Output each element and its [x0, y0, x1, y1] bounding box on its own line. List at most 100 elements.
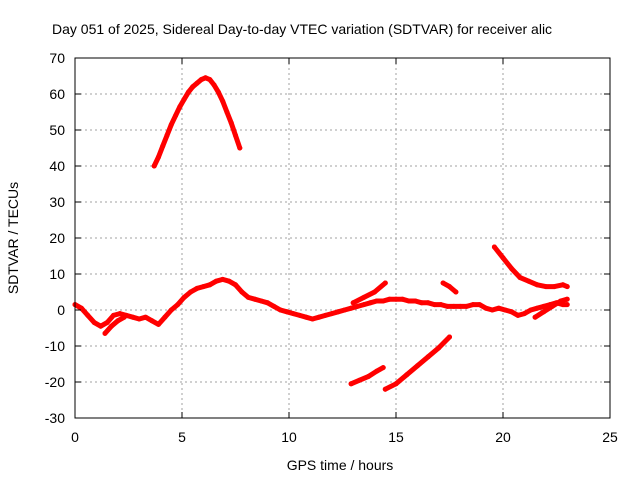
- data-point: [194, 285, 200, 291]
- grid: [75, 58, 610, 418]
- data-point: [265, 300, 271, 306]
- data-point: [303, 314, 309, 320]
- data-point: [162, 314, 168, 320]
- data-point: [207, 77, 213, 83]
- data-point: [560, 282, 566, 288]
- data-point: [438, 302, 444, 308]
- data-point: [444, 303, 450, 309]
- data-point: [374, 368, 380, 374]
- data-point: [453, 289, 459, 295]
- data-point: [185, 89, 191, 95]
- data-point: [226, 278, 232, 284]
- data-point: [500, 255, 506, 261]
- data-point: [329, 311, 335, 317]
- data-point: [111, 312, 116, 318]
- data-point: [190, 84, 196, 90]
- data-point: [207, 282, 213, 288]
- data-point: [348, 305, 354, 311]
- data-point: [78, 305, 84, 311]
- data-point: [102, 330, 108, 336]
- series-line-satellite-arc-small-left: [102, 314, 127, 336]
- data-point: [367, 300, 373, 306]
- data-point: [198, 77, 204, 83]
- data-point: [534, 282, 540, 288]
- data-point: [464, 303, 470, 309]
- data-point: [477, 302, 482, 308]
- data-point: [404, 372, 410, 378]
- data-point: [372, 289, 378, 295]
- y-tick-label: 50: [49, 122, 65, 138]
- data-point: [399, 296, 405, 302]
- data-point: [406, 298, 412, 304]
- data-point: [470, 302, 476, 308]
- data-point: [203, 75, 208, 81]
- data-point: [489, 307, 495, 313]
- data-point: [447, 334, 452, 340]
- data-point: [211, 82, 217, 88]
- data-point: [115, 318, 121, 324]
- data-point: [177, 104, 183, 110]
- data-point: [436, 345, 442, 351]
- data-point: [543, 284, 549, 290]
- data-point: [380, 365, 386, 371]
- data-point: [534, 305, 540, 311]
- data-point: [121, 314, 127, 320]
- data-point: [237, 145, 243, 151]
- data-point: [528, 307, 534, 313]
- data-point: [532, 314, 538, 320]
- data-point: [245, 294, 251, 300]
- data-point: [188, 289, 194, 295]
- data-point: [526, 278, 532, 284]
- data-point: [496, 305, 502, 311]
- data-point: [258, 298, 264, 304]
- data-point: [200, 284, 206, 290]
- data-point: [271, 303, 277, 309]
- y-tick-label: 10: [49, 266, 65, 282]
- data-point: [181, 96, 187, 102]
- data-point: [215, 89, 221, 95]
- data-point: [85, 312, 91, 318]
- series-layer: [72, 75, 570, 392]
- y-tick-label: 20: [49, 230, 65, 246]
- data-point: [297, 312, 303, 318]
- data-point: [342, 307, 348, 313]
- data-point: [502, 307, 508, 313]
- x-tick-label: 25: [602, 429, 618, 445]
- y-tick-label: -30: [45, 410, 65, 426]
- data-point: [224, 109, 230, 115]
- y-tick-label: 60: [49, 86, 65, 102]
- y-tick-label: 0: [57, 302, 65, 318]
- data-point: [374, 298, 380, 304]
- data-point: [151, 163, 157, 169]
- data-point: [252, 296, 258, 302]
- data-point: [316, 314, 322, 320]
- x-tick-label: 5: [178, 429, 186, 445]
- data-point: [483, 305, 489, 311]
- data-point: [181, 294, 187, 300]
- data-point: [564, 284, 570, 290]
- data-point: [290, 311, 296, 317]
- data-point: [393, 296, 399, 302]
- x-tick-label: 10: [281, 429, 297, 445]
- y-tick-label: -20: [45, 374, 65, 390]
- data-point: [175, 302, 181, 308]
- data-point: [357, 377, 363, 383]
- x-tick-label: 20: [495, 429, 511, 445]
- data-point: [541, 309, 547, 315]
- data-point: [447, 284, 452, 290]
- data-point: [521, 311, 527, 317]
- data-point: [551, 284, 557, 290]
- y-tick-label: 40: [49, 158, 65, 174]
- data-point: [509, 309, 515, 315]
- data-point: [440, 280, 446, 286]
- data-point: [104, 320, 110, 326]
- data-point: [382, 386, 388, 392]
- data-point: [168, 122, 174, 128]
- y-tick-label: 30: [49, 194, 65, 210]
- data-point: [419, 300, 425, 306]
- data-point: [515, 312, 521, 318]
- data-point: [284, 309, 290, 315]
- data-point: [382, 280, 388, 286]
- data-point: [541, 303, 547, 309]
